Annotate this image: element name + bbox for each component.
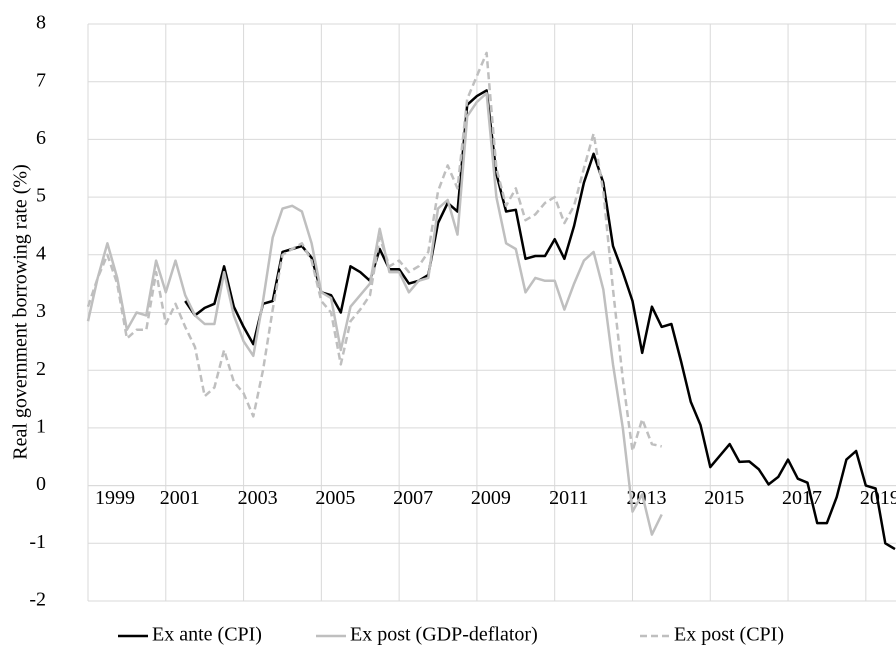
y-tick-label: 1: [36, 415, 46, 437]
x-tick-label: 2009: [471, 487, 511, 509]
legend-label: Ex ante (CPI): [152, 624, 262, 646]
y-axis-label: Real government borrowing rate (%): [10, 164, 32, 459]
y-tick-label: -2: [29, 589, 46, 611]
x-tick-label: 2011: [549, 487, 588, 509]
x-tick-label: 2001: [160, 487, 200, 509]
y-tick-label: 7: [36, 69, 46, 91]
y-tick-label: 6: [36, 127, 46, 149]
legend-label: Ex post (CPI): [674, 624, 784, 646]
y-tick-label: 8: [36, 12, 46, 34]
series-line: [86, 91, 663, 536]
x-tick-label: 2015: [704, 487, 744, 509]
y-tick-label: 5: [36, 185, 46, 207]
y-tick-label: 2: [36, 358, 46, 380]
x-tick-label: 2017: [782, 487, 822, 509]
x-tick-label: 2005: [315, 487, 355, 509]
series-line: [184, 89, 896, 551]
x-tick-label: 2007: [393, 487, 433, 509]
y-tick-label: -1: [29, 531, 46, 553]
x-tick-label: 1999: [95, 487, 135, 509]
y-tick-label: 4: [36, 242, 46, 264]
legend-label: Ex post (GDP-deflator): [350, 624, 538, 646]
series-line: [86, 51, 662, 453]
x-tick-label: 2003: [238, 487, 278, 509]
y-tick-label: 0: [36, 473, 46, 495]
y-tick-label: 3: [36, 300, 46, 322]
